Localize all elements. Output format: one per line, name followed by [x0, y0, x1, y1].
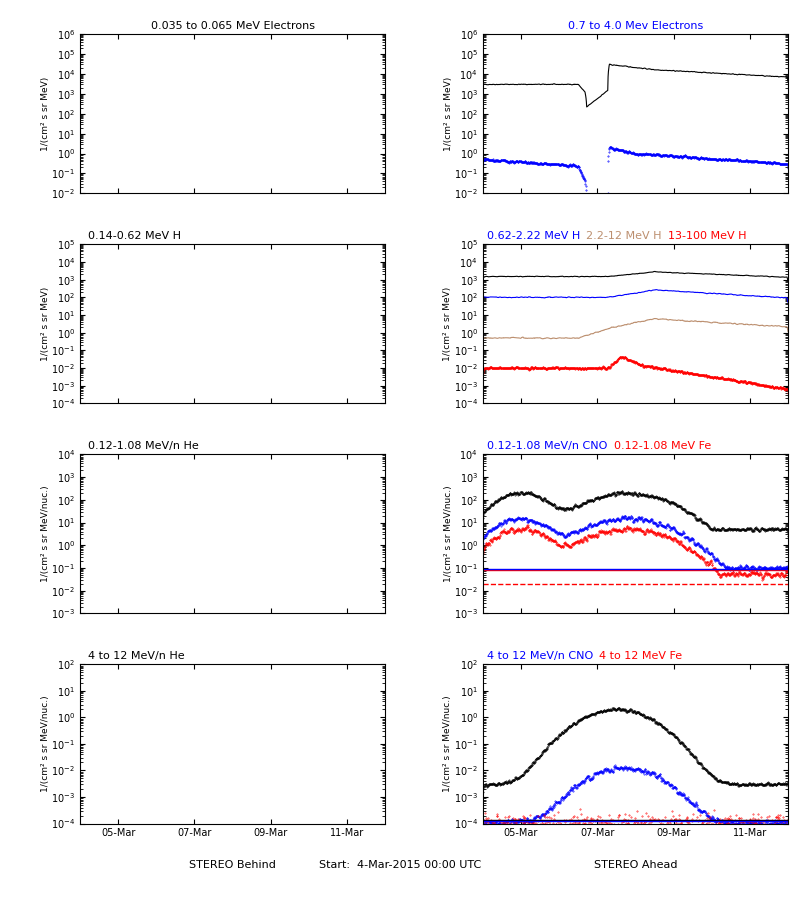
Text: 4 to 12 MeV/n He: 4 to 12 MeV/n He — [88, 651, 185, 661]
Text: 0.14-0.62 MeV H: 0.14-0.62 MeV H — [88, 230, 181, 240]
Y-axis label: 1/(cm² s sr MeV): 1/(cm² s sr MeV) — [41, 287, 50, 361]
Y-axis label: 1/(cm² s sr MeV): 1/(cm² s sr MeV) — [443, 287, 452, 361]
Text: 0.12-1.08 MeV/n CNO: 0.12-1.08 MeV/n CNO — [487, 441, 607, 451]
Text: Start:  4-Mar-2015 00:00 UTC: Start: 4-Mar-2015 00:00 UTC — [319, 860, 481, 869]
Y-axis label: 1/(cm² s sr MeV): 1/(cm² s sr MeV) — [444, 76, 453, 151]
Y-axis label: 1/(cm² s sr MeV/nuc.): 1/(cm² s sr MeV/nuc.) — [443, 696, 452, 792]
Text: 0.035 to 0.065 MeV Electrons: 0.035 to 0.065 MeV Electrons — [150, 21, 314, 31]
Text: 4 to 12 MeV Fe: 4 to 12 MeV Fe — [599, 651, 682, 661]
Text: 13-100 MeV H: 13-100 MeV H — [668, 230, 747, 240]
Text: 0.12-1.08 MeV/n He: 0.12-1.08 MeV/n He — [88, 441, 198, 451]
Text: 0.62-2.22 MeV H: 0.62-2.22 MeV H — [487, 230, 580, 240]
Y-axis label: 1/(cm² s sr MeV/nuc.): 1/(cm² s sr MeV/nuc.) — [41, 696, 50, 792]
Text: 4 to 12 MeV/n CNO: 4 to 12 MeV/n CNO — [487, 651, 593, 661]
Y-axis label: 1/(cm² s sr MeV/nuc.): 1/(cm² s sr MeV/nuc.) — [443, 486, 453, 582]
Text: 0.7 to 4.0 Mev Electrons: 0.7 to 4.0 Mev Electrons — [568, 21, 703, 31]
Text: 0.12-1.08 MeV Fe: 0.12-1.08 MeV Fe — [614, 441, 711, 451]
Text: 2.2-12 MeV H: 2.2-12 MeV H — [586, 230, 662, 240]
Text: STEREO Ahead: STEREO Ahead — [594, 860, 677, 869]
Y-axis label: 1/(cm² s sr MeV): 1/(cm² s sr MeV) — [41, 76, 50, 151]
Text: STEREO Behind: STEREO Behind — [189, 860, 276, 869]
Y-axis label: 1/(cm² s sr MeV/nuc.): 1/(cm² s sr MeV/nuc.) — [41, 486, 50, 582]
